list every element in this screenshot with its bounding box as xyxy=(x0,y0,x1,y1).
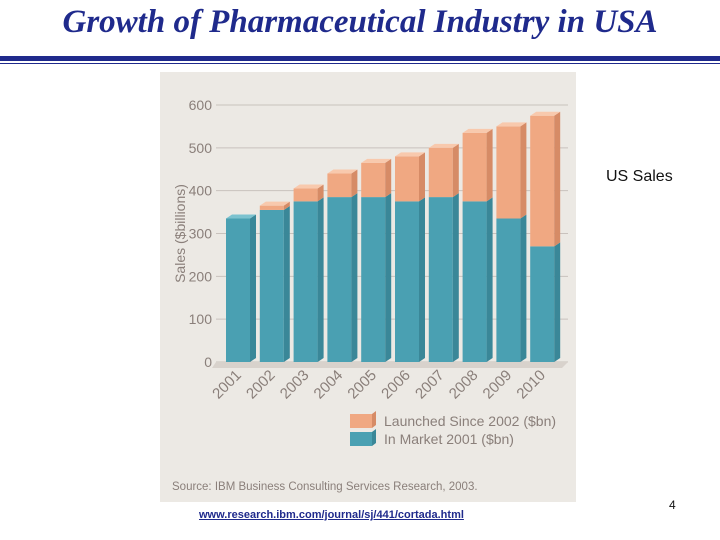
x-tick-label-2008: 2008 xyxy=(446,367,482,403)
y-tick-label-100: 100 xyxy=(189,311,213,327)
bar-side-in-market-2006 xyxy=(419,197,425,362)
bar-side-launched-2009 xyxy=(520,122,527,219)
bar-launched-2008 xyxy=(462,132,487,202)
y-axis-label: Sales ($billions) xyxy=(172,184,188,283)
y-tick-label-600: 600 xyxy=(189,97,213,113)
bar-in-market-2010 xyxy=(530,246,555,362)
legend-swatch-2 xyxy=(350,432,372,446)
bar-launched-2005 xyxy=(361,162,386,198)
x-tick-label-2004: 2004 xyxy=(311,367,347,403)
bar-launched-2007 xyxy=(428,147,453,198)
chart-figure: 0 100 200 300 400 500 600 Sales ($billions) 2001… xyxy=(160,72,576,502)
bar-side-in-market-2008 xyxy=(486,197,493,362)
x-tick-label-2002: 2002 xyxy=(243,367,279,403)
bar-in-market-2004 xyxy=(327,197,352,362)
x-tick-label-2005: 2005 xyxy=(344,367,380,403)
sales-chart: 0 100 200 300 400 500 600 Sales ($billions) 2001… xyxy=(172,97,568,493)
bar-top-2002 xyxy=(259,201,290,206)
bar-side-in-market-2003 xyxy=(317,197,324,362)
bar-launched-2006 xyxy=(395,156,419,202)
bar-top-2010 xyxy=(530,111,561,116)
bar-side-launched-2007 xyxy=(452,143,459,198)
bar-in-market-2009 xyxy=(496,218,521,362)
bar-top-2006 xyxy=(395,152,425,157)
bar-in-market-2002 xyxy=(259,209,284,362)
bar-side-in-market-2010 xyxy=(554,242,561,362)
bar-side-in-market-2004 xyxy=(351,193,358,362)
x-tick-label-2006: 2006 xyxy=(378,367,414,403)
slide-title: Growth of Pharmaceutical Industry in USA xyxy=(62,4,658,40)
bar-launched-2010 xyxy=(530,115,555,247)
bar-side-launched-2006 xyxy=(419,152,425,202)
bar-side-launched-2003 xyxy=(317,184,324,202)
bar-in-market-2008 xyxy=(462,201,487,362)
bar-launched-2004 xyxy=(327,173,352,198)
legend-swatch-side-2 xyxy=(372,429,376,446)
y-tick-label-300: 300 xyxy=(189,226,213,242)
bar-side-in-market-2005 xyxy=(385,193,392,362)
legend-label-1: Launched Since 2002 ($bn) xyxy=(384,413,556,429)
chart-floor xyxy=(212,362,568,368)
page-number: 4 xyxy=(669,498,676,512)
bar-side-in-market-2007 xyxy=(452,193,459,362)
bar-side-in-market-2001 xyxy=(250,214,256,362)
title-underline xyxy=(0,56,720,61)
legend-label-2: In Market 2001 ($bn) xyxy=(384,431,514,447)
x-tick-label-2010: 2010 xyxy=(513,367,549,403)
bar-side-in-market-2009 xyxy=(520,214,527,362)
y-tick-label-400: 400 xyxy=(189,183,213,199)
bar-side-launched-2010 xyxy=(554,111,561,247)
bar-top-2008 xyxy=(462,128,493,133)
us-sales-label: US Sales xyxy=(606,168,673,185)
bar-side-launched-2004 xyxy=(351,169,358,198)
legend-swatch-1 xyxy=(350,414,372,428)
bar-side-launched-2005 xyxy=(385,158,392,198)
x-tick-label-2009: 2009 xyxy=(480,367,516,403)
bar-in-market-2003 xyxy=(293,201,318,362)
bar-launched-2002 xyxy=(259,205,284,210)
bar-in-market-2001 xyxy=(226,218,250,362)
bar-in-market-2005 xyxy=(361,197,386,362)
source-link[interactable]: www.research.ibm.com/journal/sj/441/cort… xyxy=(199,509,464,521)
x-tick-label-2007: 2007 xyxy=(412,367,448,403)
bar-top-2009 xyxy=(496,122,527,127)
chart-source: Source: IBM Business Consulting Services… xyxy=(172,481,478,493)
bar-side-in-market-2002 xyxy=(283,205,290,362)
legend-swatch-side-1 xyxy=(372,411,376,428)
title-underline-thin xyxy=(0,63,720,64)
bar-side-launched-2002 xyxy=(283,201,290,210)
bar-top-2007 xyxy=(428,143,459,148)
bar-top-2004 xyxy=(327,169,358,174)
x-tick-label-2001: 2001 xyxy=(209,367,245,403)
bar-launched-2009 xyxy=(496,126,521,219)
bar-in-market-2006 xyxy=(395,201,419,362)
y-tick-label-200: 200 xyxy=(189,268,213,284)
bar-side-launched-2008 xyxy=(486,128,493,202)
y-tick-label-500: 500 xyxy=(189,140,213,156)
bar-in-market-2007 xyxy=(428,197,453,362)
x-tick-label-2003: 2003 xyxy=(277,367,313,403)
bar-top-2003 xyxy=(293,184,324,189)
y-tick-label-0: 0 xyxy=(204,354,212,370)
bar-launched-2003 xyxy=(293,188,318,202)
bar-top-2001 xyxy=(226,214,256,219)
bar-top-2005 xyxy=(361,158,392,163)
